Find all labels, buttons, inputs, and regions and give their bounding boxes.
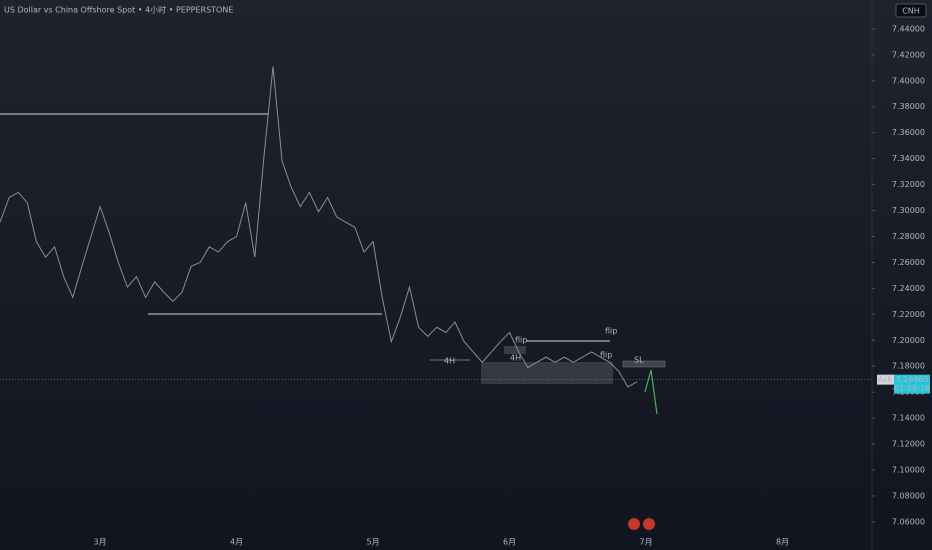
zone xyxy=(504,346,526,354)
y-tick-label: 7.32000 xyxy=(892,180,925,189)
y-tick-label: 7.06000 xyxy=(892,517,925,526)
annotation: 4H xyxy=(444,357,455,366)
annotation: 4H xyxy=(510,354,521,363)
y-tick-label: 7.14000 xyxy=(892,414,925,423)
x-tick-label: 6月 xyxy=(503,538,516,547)
y-tick-label: 7.38000 xyxy=(892,102,925,111)
x-tick-label: 4月 xyxy=(230,538,243,547)
y-tick-label: 7.28000 xyxy=(892,232,925,241)
x-tick-label: 7月 xyxy=(640,538,653,547)
annotation: flip xyxy=(600,351,612,360)
ask-label: Ask xyxy=(878,375,893,384)
price-box xyxy=(894,374,930,394)
last-price-label: 7.16965 xyxy=(895,375,928,384)
y-tick-label: 7.22000 xyxy=(892,310,925,319)
y-tick-label: 7.34000 xyxy=(892,154,925,163)
y-tick-label: 7.40000 xyxy=(892,76,925,85)
currency: CNH xyxy=(902,7,920,16)
y-tick-label: 7.26000 xyxy=(892,258,925,267)
ask-box xyxy=(877,374,894,385)
zone xyxy=(481,362,613,384)
y-tick-label: 7.08000 xyxy=(892,491,925,500)
currency-box xyxy=(895,3,927,18)
y-tick-label: 7.42000 xyxy=(892,50,925,59)
x-tick-label: 3月 xyxy=(94,538,107,547)
event-icon[interactable] xyxy=(628,518,640,530)
y-tick-label: 7.30000 xyxy=(892,206,925,215)
y-tick-label: 7.10000 xyxy=(892,466,925,475)
y-tick-label: 7.20000 xyxy=(892,336,925,345)
price-line xyxy=(0,66,638,388)
x-tick-label: 5月 xyxy=(367,538,380,547)
chart-title: US Dollar vs China Offshore Spot • 4小时 •… xyxy=(4,5,233,15)
countdown: 01:59:18 xyxy=(894,384,930,393)
x-tick-label: 8月 xyxy=(776,538,789,547)
y-tick-label: 7.36000 xyxy=(892,128,925,137)
annotation: flip xyxy=(515,336,527,345)
annotation: flip xyxy=(605,327,617,336)
y-tick-label: 7.24000 xyxy=(892,284,925,293)
y-tick-label: 7.18000 xyxy=(892,362,925,371)
event-icon[interactable] xyxy=(643,518,655,530)
y-tick-label: 7.12000 xyxy=(892,440,925,449)
arrow xyxy=(644,369,658,415)
annotation: SL xyxy=(634,356,644,365)
zone xyxy=(622,360,666,368)
y-tick-label: 7.44000 xyxy=(892,24,925,33)
